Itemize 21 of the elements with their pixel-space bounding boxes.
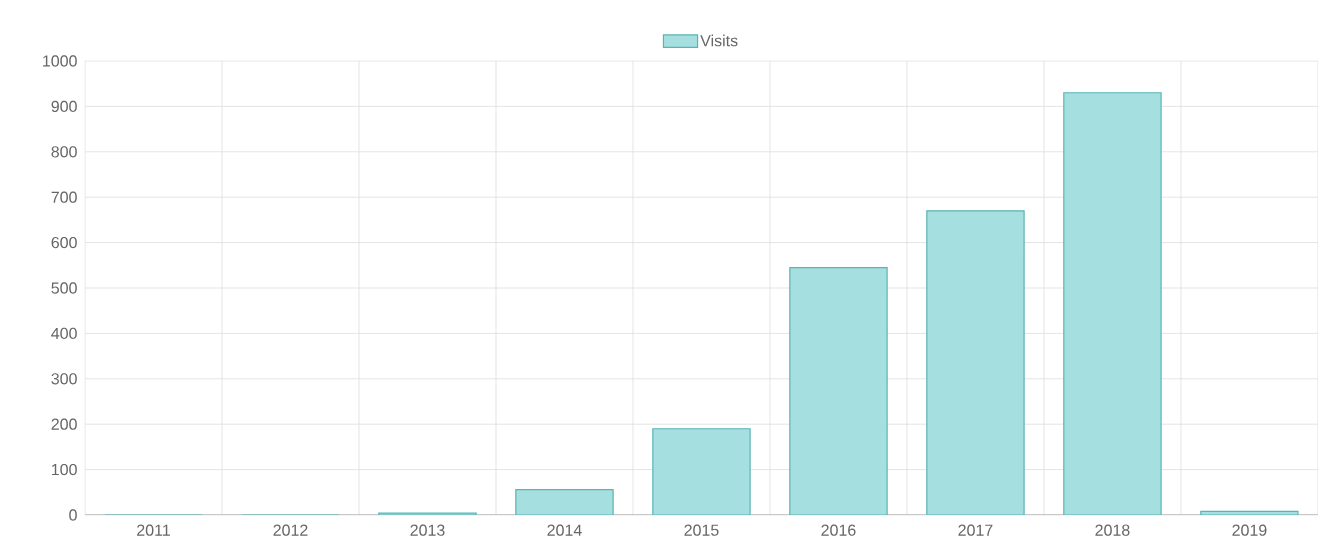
y-tick-label: 0 bbox=[69, 509, 77, 521]
y-tick-label: 400 bbox=[51, 327, 77, 340]
y-tick-label: 700 bbox=[51, 191, 77, 203]
x-tick-label: 2011 bbox=[137, 524, 170, 536]
x-tick-label: 2013 bbox=[410, 524, 445, 536]
x-tick-label: 2015 bbox=[684, 524, 719, 536]
y-tick-label: 900 bbox=[51, 100, 77, 113]
y-tick-label: 1000 bbox=[43, 55, 77, 67]
y-tick-label: 500 bbox=[51, 282, 77, 294]
y-tick-label: 100 bbox=[52, 463, 77, 476]
x-tick-label: 2017 bbox=[958, 524, 993, 536]
y-tick-label: 300 bbox=[51, 373, 77, 385]
x-tick-label: 2018 bbox=[1095, 524, 1130, 536]
legend-label: Visits bbox=[700, 34, 738, 47]
y-tick-label: 800 bbox=[51, 146, 77, 158]
x-tick-label: 2019 bbox=[1232, 524, 1267, 536]
x-tick-label: 2014 bbox=[547, 524, 582, 536]
y-tick-label: 200 bbox=[51, 418, 77, 430]
x-tick-label: 2012 bbox=[273, 524, 308, 536]
y-tick-label: 600 bbox=[51, 236, 77, 249]
x-tick-label: 2016 bbox=[821, 524, 856, 536]
